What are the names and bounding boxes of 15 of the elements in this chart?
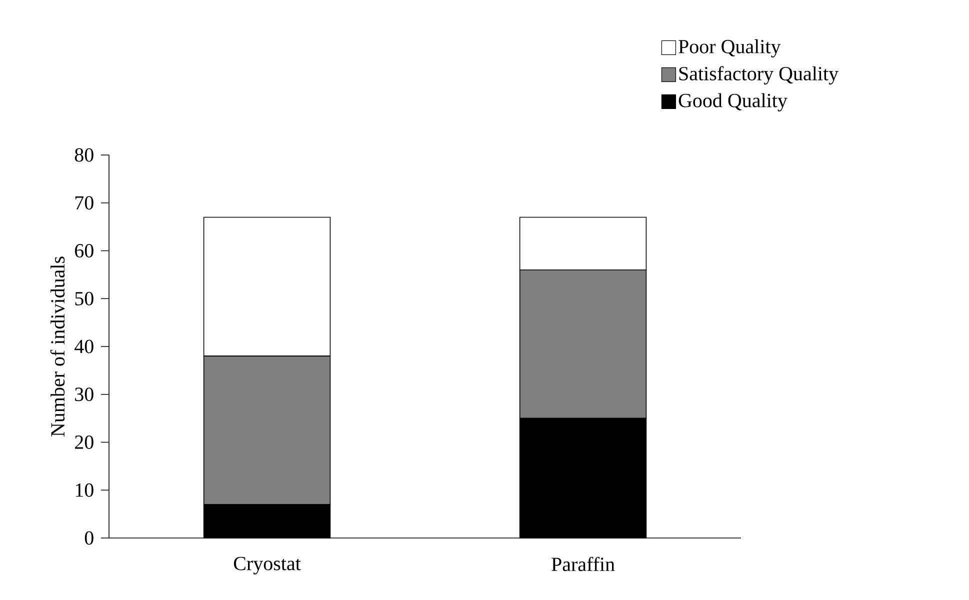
legend-label: Poor Quality <box>678 39 781 58</box>
y-tick-label: 30 <box>75 388 94 402</box>
y-tick-label: 10 <box>76 483 94 497</box>
legend-label: Satisfactory Quality <box>679 66 838 85</box>
x-tick-label: Paraffin <box>552 556 615 572</box>
y-tick-label: 0 <box>84 531 94 545</box>
y-tick-label: 60 <box>75 244 94 258</box>
y-tick-label: 80 <box>74 148 94 162</box>
x-tick-label: Cryostat <box>234 556 301 574</box>
y-axis-title: Number of individuals <box>50 256 65 436</box>
legend-label: Good Quality <box>678 93 788 112</box>
y-tick-label: 20 <box>75 435 94 449</box>
y-tick-label: 50 <box>75 292 94 306</box>
y-tick-label: 70 <box>75 196 94 210</box>
y-tick-label: 40 <box>74 340 94 354</box>
